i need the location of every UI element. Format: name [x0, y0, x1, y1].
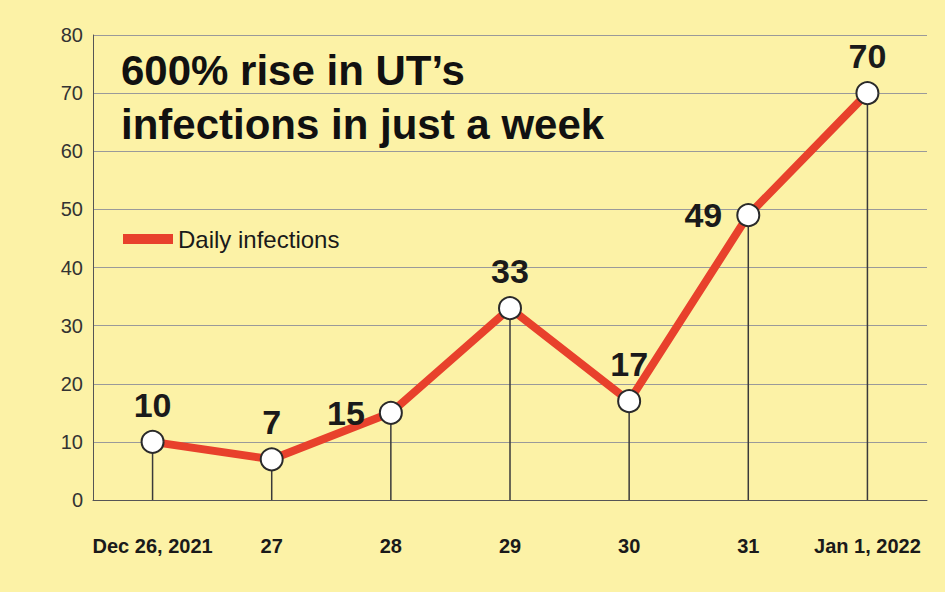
- svg-text:60: 60: [61, 140, 83, 162]
- svg-text:28: 28: [380, 535, 402, 557]
- svg-text:33: 33: [491, 252, 529, 290]
- svg-text:29: 29: [499, 535, 521, 557]
- svg-text:17: 17: [610, 345, 648, 383]
- svg-text:49: 49: [684, 196, 722, 234]
- svg-text:70: 70: [61, 82, 83, 104]
- svg-text:Daily infections: Daily infections: [178, 226, 339, 253]
- svg-text:80: 80: [61, 24, 83, 46]
- svg-text:30: 30: [61, 315, 83, 337]
- svg-text:27: 27: [261, 535, 283, 557]
- svg-text:30: 30: [618, 535, 640, 557]
- svg-text:40: 40: [61, 257, 83, 279]
- svg-text:0: 0: [72, 489, 83, 511]
- svg-text:600% rise in UT’s: 600% rise in UT’s: [121, 47, 477, 94]
- svg-text:50: 50: [61, 198, 83, 220]
- svg-text:10: 10: [61, 431, 83, 453]
- svg-text:10: 10: [134, 386, 172, 424]
- svg-text:Dec 26, 2021: Dec 26, 2021: [93, 535, 213, 557]
- svg-text:31: 31: [737, 535, 759, 557]
- svg-text:15: 15: [327, 394, 365, 432]
- svg-text:70: 70: [849, 37, 887, 75]
- svg-text:infections in just a week: infections in just a week: [121, 101, 605, 148]
- svg-text:Jan 1, 2022: Jan 1, 2022: [814, 535, 921, 557]
- svg-text:7: 7: [262, 403, 281, 441]
- svg-text:20: 20: [61, 373, 83, 395]
